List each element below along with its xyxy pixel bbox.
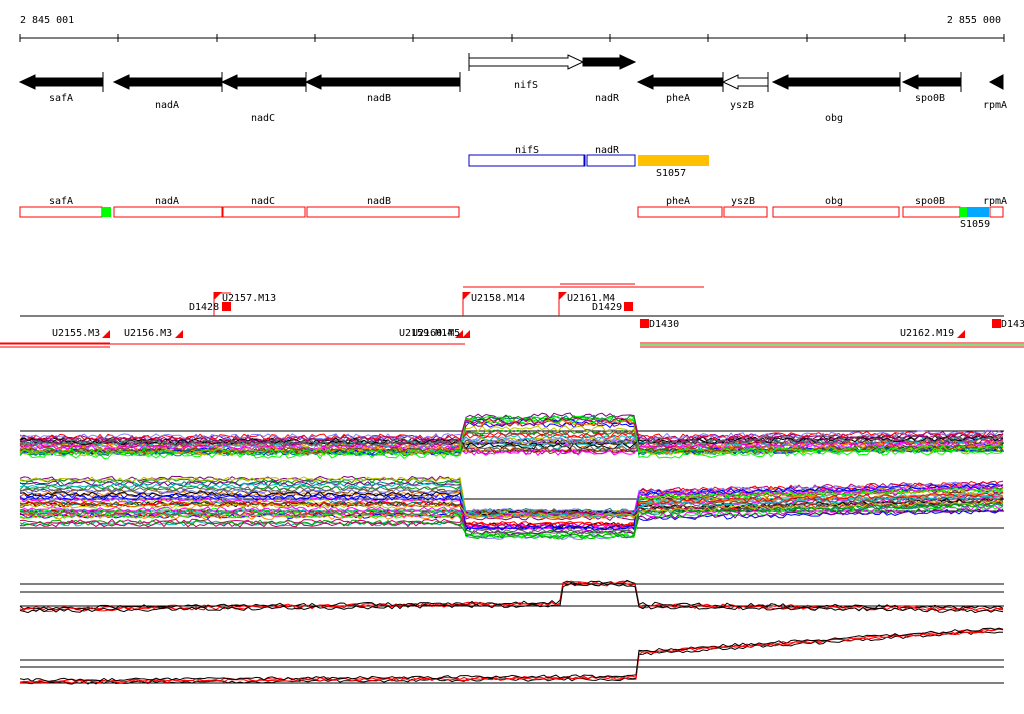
gene-arrow-track: safA nadA nadC nadB nifS nadR pheA yszB obg spo0B… [18, 53, 1007, 124]
gene-arrow-nadC[interactable] [220, 74, 307, 90]
unit-triangle [462, 330, 470, 338]
red-track-marker [967, 207, 989, 217]
terminator-D1429[interactable] [624, 302, 633, 311]
gene-label-nadB: nadB [367, 93, 391, 104]
red-gene-box-obg[interactable] [772, 206, 900, 218]
gene-arrow-nadA[interactable] [112, 74, 223, 90]
red-gene-box-safA[interactable] [19, 206, 103, 218]
terminator-label-D1430: D1430 [649, 319, 679, 330]
red-gene-box-nadB[interactable] [306, 206, 460, 218]
expression-profile-panel-1 [19, 412, 1004, 541]
gene-arrow-rpmA[interactable] [988, 74, 1004, 90]
red-gene-label-yszB: yszB [731, 196, 755, 207]
transcription-unit-track: U2157.M13 U2158.M14 U2161.M4 U2155.M3 U2156.… [0, 283, 1024, 348]
red-gene-label-nadC: nadC [251, 196, 275, 207]
red-gene-box-nadA[interactable] [113, 206, 223, 218]
ruler-end-label: 2 855 000 [947, 15, 1001, 26]
red-gene-label-pheA: pheA [666, 196, 690, 207]
ruler: 2 845 001 2 855 000 [19, 15, 1005, 42]
nadR-blue-box[interactable] [586, 154, 636, 167]
gene-label-rpmA: rpmA [983, 100, 1007, 111]
unit-label-U2156.M3: U2156.M3 [124, 328, 172, 339]
red-gene-label-spo0B: spo0B [915, 196, 945, 207]
red-gene-box-spo0B[interactable] [902, 206, 961, 218]
terminator-label-D1429: D1429 [592, 302, 622, 313]
unit-label-U2158.M14: U2158.M14 [471, 293, 525, 304]
unit-flag [463, 292, 471, 300]
unit-label-U2157.M13: U2157.M13 [222, 293, 276, 304]
gene-arrow-obg[interactable] [771, 74, 901, 90]
gene-arrow-nifS[interactable] [468, 54, 585, 70]
red-gene-box-yszB[interactable] [723, 206, 768, 218]
gene-label-nifS: nifS [514, 80, 538, 91]
red-gene-label-obg: obg [825, 196, 843, 207]
red-gene-label-nadB: nadB [367, 196, 391, 207]
red-gene-label-nadA: nadA [155, 196, 179, 207]
unit-label-U2162.M19: U2162.M19 [900, 328, 954, 339]
gene-label-nadC: nadC [251, 113, 275, 124]
ruler-start-label: 2 845 001 [20, 15, 74, 26]
s1057-label: S1057 [656, 168, 686, 179]
gene-label-spo0B: spo0B [915, 93, 945, 104]
red-gene-label-safA: safA [49, 196, 73, 207]
unit-label-U2159.M14: U2159.M14 [399, 328, 453, 339]
gene-label-nadA: nadA [155, 100, 179, 111]
gene-label-yszB: yszB [730, 100, 754, 111]
gene-label-nadR: nadR [595, 93, 620, 104]
expression-profile-panel-2 [19, 579, 1004, 685]
unit-triangle [102, 330, 110, 338]
operon-track: nifS nadR S1057 [468, 145, 709, 179]
gene-label-safA: safA [49, 93, 73, 104]
nifS-blue-label: nifS [515, 145, 539, 156]
unit-triangle [455, 330, 463, 338]
red-gene-box-pheA[interactable] [637, 206, 723, 218]
gene-arrow-pheA[interactable] [636, 74, 724, 90]
terminator-D1428[interactable] [222, 302, 231, 311]
unit-flag [559, 292, 567, 300]
red-gene-label-rpmA: rpmA [983, 196, 1007, 207]
gene-arrow-yszB[interactable] [721, 74, 769, 90]
s1057-feature[interactable] [638, 155, 709, 166]
terminator-D143[interactable] [992, 319, 1001, 328]
unit-label-U2155.M3: U2155.M3 [52, 328, 100, 339]
unit-flag [214, 292, 222, 300]
unit-label-U2160.M5: U2160.M5 [412, 328, 460, 339]
terminator-D1430[interactable] [640, 319, 649, 328]
red-gene-track: safA nadA nadC nadB pheA yszB obg spo0B rpmA S105… [19, 196, 1007, 230]
red-gene-box-rpmA[interactable] [989, 206, 1004, 218]
unit-label-U2161.M4: U2161.M4 [567, 293, 615, 304]
gene-arrow-nadB[interactable] [304, 74, 461, 90]
unit-triangle [957, 330, 965, 338]
nadR-blue-label: nadR [595, 145, 620, 156]
s1059-label: S1059 [960, 219, 990, 230]
unit-triangle [175, 330, 183, 338]
gene-arrow-nadR[interactable] [582, 54, 637, 70]
gene-arrow-spo0B[interactable] [901, 74, 962, 90]
red-track-marker [960, 207, 967, 217]
terminator-label-D143: D143 [1001, 319, 1024, 330]
nifS-blue-box[interactable] [468, 154, 586, 167]
red-track-marker [102, 207, 111, 217]
gene-arrow-safA[interactable] [18, 74, 104, 90]
gene-label-obg: obg [825, 113, 843, 124]
terminator-label-D1428: D1428 [189, 302, 219, 313]
gene-label-pheA: pheA [666, 93, 690, 104]
red-gene-box-nadC[interactable] [222, 206, 306, 218]
